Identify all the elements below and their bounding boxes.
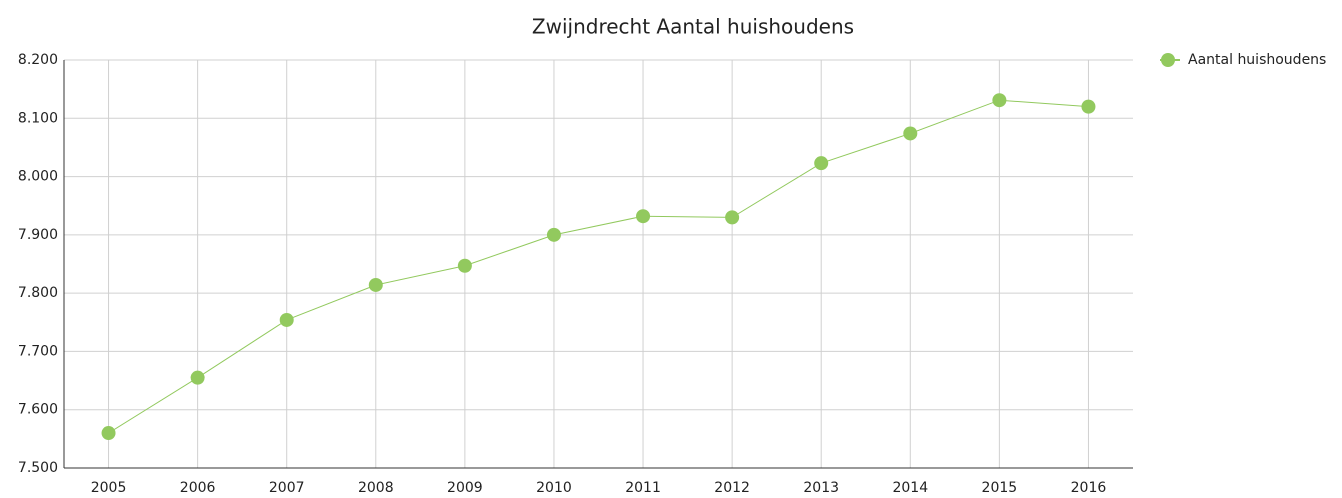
x-tick-label: 2011 <box>625 480 661 496</box>
x-tick-label: 2009 <box>447 480 483 496</box>
x-tick-label: 2007 <box>269 480 305 496</box>
y-tick-label: 7.900 <box>18 227 58 243</box>
data-point <box>101 426 116 441</box>
y-tick-label: 7.800 <box>18 285 58 301</box>
data-point <box>992 93 1007 108</box>
x-tick-label: 2012 <box>714 480 750 496</box>
x-tick-label: 2014 <box>892 480 928 496</box>
data-point <box>368 277 383 292</box>
data-point <box>1081 99 1096 114</box>
y-tick-label: 8.200 <box>18 52 58 68</box>
data-point <box>814 156 829 171</box>
data-point <box>903 126 918 141</box>
chart-title: Zwijndrecht Aantal huishoudens <box>532 15 854 39</box>
x-tick-label: 2013 <box>803 480 839 496</box>
x-tick-label: 2015 <box>982 480 1018 496</box>
legend-marker <box>1161 53 1175 67</box>
data-point <box>725 210 740 225</box>
x-tick-label: 2016 <box>1071 480 1107 496</box>
data-point <box>636 209 651 224</box>
data-point <box>190 370 205 385</box>
y-tick-label: 7.700 <box>18 343 58 359</box>
data-point <box>457 258 472 273</box>
x-tick-label: 2005 <box>91 480 127 496</box>
y-tick-label: 7.600 <box>18 402 58 418</box>
y-tick-label: 7.500 <box>18 460 58 476</box>
x-tick-label: 2008 <box>358 480 394 496</box>
y-tick-label: 8.000 <box>18 169 58 185</box>
data-point <box>546 227 561 242</box>
legend-label: Aantal huishoudens <box>1188 52 1326 68</box>
series-line <box>108 99 1089 434</box>
x-tick-label: 2010 <box>536 480 572 496</box>
y-tick-label: 8.100 <box>18 110 58 126</box>
x-tick-label: 2006 <box>180 480 216 496</box>
data-point <box>279 312 294 327</box>
